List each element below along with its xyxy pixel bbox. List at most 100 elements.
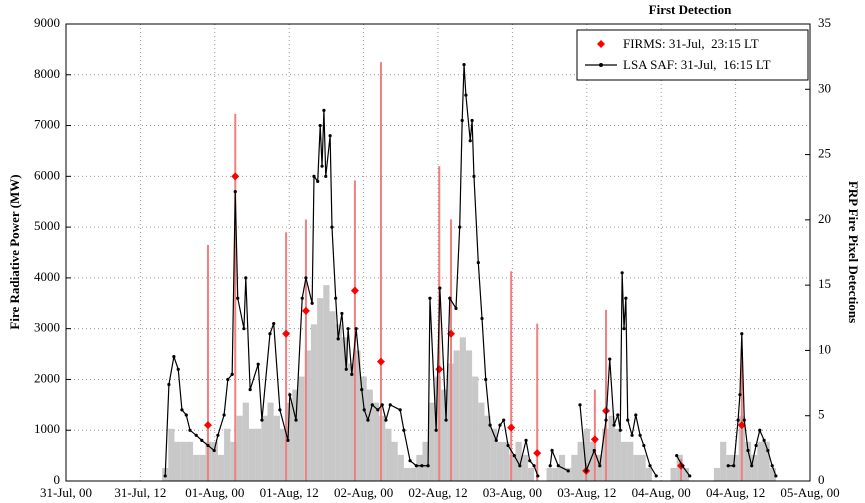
y-tick-label: 6000 <box>34 167 60 182</box>
lsa-saf-point <box>330 225 334 229</box>
firms-point <box>301 306 310 315</box>
lsa-saf-point <box>726 464 730 468</box>
detection-bar <box>608 415 615 481</box>
lsa-saf-point <box>612 423 616 427</box>
lsa-saf-point <box>300 296 304 300</box>
y-tick-label: 3000 <box>34 320 60 335</box>
lsa-saf-point <box>286 438 290 442</box>
lsa-saf-point <box>172 354 176 359</box>
lsa-saf-point <box>194 433 198 437</box>
lsa-saf-point <box>472 174 476 178</box>
y2-tick-label: 5 <box>818 407 825 422</box>
firms-point <box>350 286 359 295</box>
detection-bar <box>236 415 243 481</box>
lsa-saf-point <box>402 428 406 432</box>
lsa-saf-point <box>468 139 472 143</box>
detection-bar <box>509 454 516 481</box>
lsa-saf-point <box>460 118 464 123</box>
detection-bar <box>410 467 417 481</box>
detection-bar <box>317 298 324 481</box>
lsa-saf-point <box>556 464 560 468</box>
detection-bar <box>732 454 739 481</box>
detection-bar <box>726 454 733 481</box>
detection-bar <box>546 467 553 481</box>
firms-point <box>737 421 746 430</box>
y2-tick-label: 15 <box>818 276 831 291</box>
lsa-saf-point <box>414 464 418 468</box>
y2-tick-label: 10 <box>818 341 831 356</box>
detection-bar <box>565 467 572 481</box>
plot-frame <box>65 23 811 482</box>
detection-bar <box>180 441 187 481</box>
lsa-saf-point <box>236 296 240 300</box>
lsa-saf-point <box>736 418 740 422</box>
lsa-saf-point <box>426 464 430 468</box>
lsa-saf-point <box>648 464 652 468</box>
lsa-saf-point <box>428 296 432 300</box>
detection-bar <box>416 454 423 481</box>
firms-point <box>282 329 291 338</box>
lsa-saf-point <box>464 93 468 97</box>
detection-bar <box>596 454 603 481</box>
lsa-saf-point <box>592 448 596 453</box>
detection-bar <box>224 428 231 481</box>
lsa-saf-point <box>598 464 602 468</box>
lsa-saf-point <box>322 108 326 112</box>
lsa-saf-point <box>488 423 492 427</box>
detection-bar <box>633 454 640 481</box>
detection-bar <box>391 441 398 481</box>
detection-bar <box>323 285 330 481</box>
y2-tick-label: 30 <box>818 80 831 95</box>
lsa-saf-point <box>248 388 252 392</box>
lsa-saf-point <box>294 418 298 422</box>
lsa-saf-point <box>212 448 216 453</box>
lsa-saf-point <box>680 464 684 468</box>
firms-point <box>435 365 444 374</box>
legend-label: LSA SAF: 31-Jul, 16:15 LT <box>623 57 771 72</box>
lsa-saf-point <box>206 443 210 448</box>
lsa-saf-point <box>550 448 554 453</box>
lsa-saf-point <box>388 403 392 407</box>
lsa-saf-point <box>316 179 320 184</box>
x-tick-label: 04-Aug, 12 <box>706 485 765 500</box>
detection-bar <box>521 454 528 481</box>
y-tick-label: 0 <box>54 472 61 487</box>
y-tick-label: 1000 <box>34 421 60 436</box>
detection-bar <box>465 350 473 481</box>
lsa-saf-point <box>502 418 506 422</box>
detection-bar <box>763 441 770 481</box>
y-tick-label: 4000 <box>34 269 60 284</box>
lsa-saf-point <box>318 123 322 128</box>
x-tick-label: 04-Aug, 00 <box>632 485 691 500</box>
lsa-saf-point <box>420 464 424 468</box>
lsa-saf-point <box>344 367 348 371</box>
x-tick-label: 03-Aug, 00 <box>483 485 542 500</box>
lsa-saf-point <box>528 459 532 463</box>
lsa-saf-point <box>336 337 340 341</box>
lsa-saf-point <box>256 362 260 366</box>
detection-bar <box>397 454 404 481</box>
lsa-saf-point <box>634 413 638 417</box>
lsa-saf-point <box>476 261 480 265</box>
x-tick-label: 05-Aug, 00 <box>780 485 839 500</box>
lsa-saf-point <box>448 296 452 300</box>
detection-bar <box>639 454 646 481</box>
lsa-saf-point <box>604 418 608 422</box>
lsa-saf-point <box>738 393 742 397</box>
lsa-saf-point <box>268 332 272 336</box>
lsa-saf-point <box>216 433 220 437</box>
lsa-saf-point <box>498 423 502 427</box>
lsa-saf-point <box>340 311 344 316</box>
x-tick-label: 31-Jul, 00 <box>40 485 92 500</box>
detection-bar <box>422 441 429 481</box>
lsa-saf-point <box>624 296 628 300</box>
detection-bar <box>385 428 392 481</box>
lsa-saf-point <box>630 433 634 437</box>
x-tick-label: 01-Aug, 12 <box>260 485 319 500</box>
detection-bar <box>428 402 435 481</box>
detection-bar <box>329 311 336 481</box>
detection-bar <box>230 441 237 481</box>
lsa-saf-point <box>484 377 488 382</box>
detection-bar <box>279 428 287 481</box>
